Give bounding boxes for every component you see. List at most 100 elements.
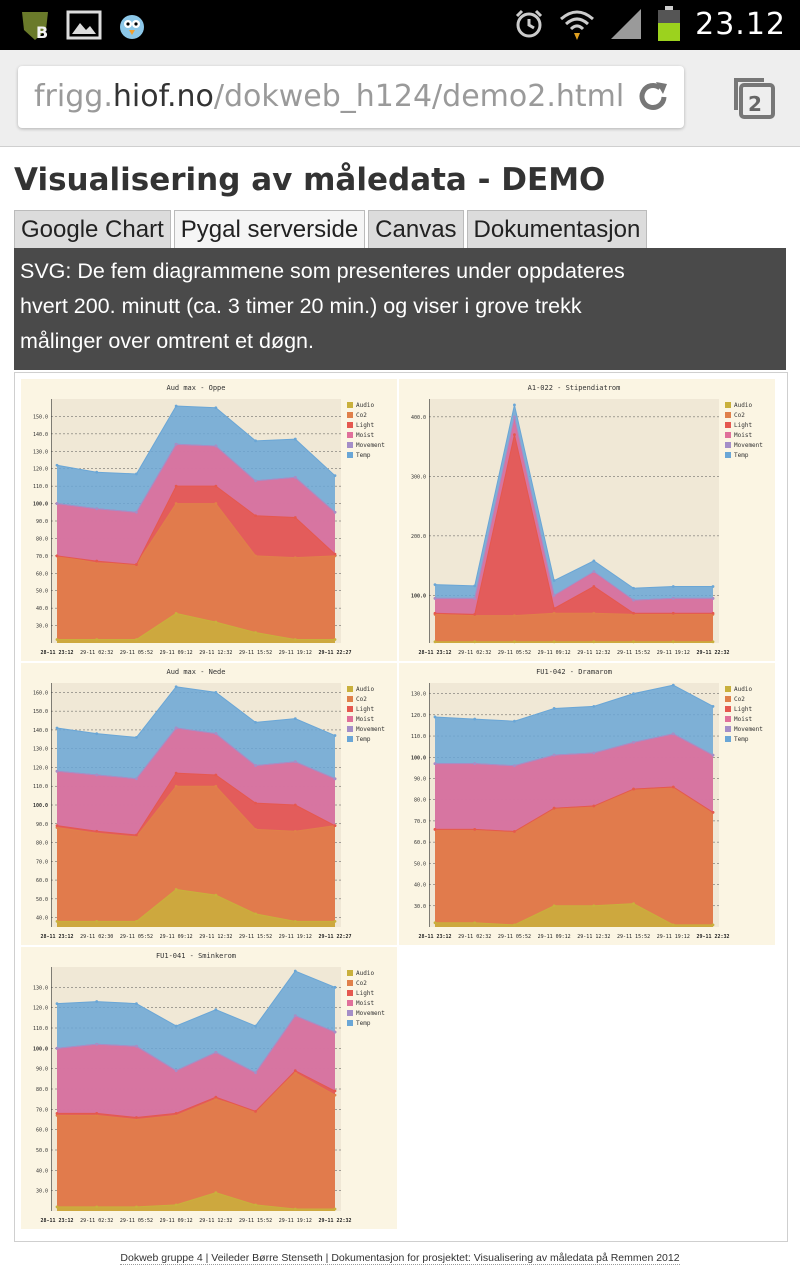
point-audio (214, 893, 218, 897)
x-tick-label: 29-11 22:32 (318, 1218, 351, 1224)
legend-label: Movement (734, 726, 763, 733)
legend-swatch (725, 696, 731, 702)
info-line-3: målinger over omtrent et døgn. (20, 329, 314, 353)
y-tick-label: 30.0 (414, 904, 426, 910)
line-movement (56, 727, 336, 780)
point-temp (174, 404, 178, 408)
point-light (293, 803, 297, 807)
point-audio (473, 921, 477, 925)
x-tick-label: 29-11 09:12 (538, 650, 571, 656)
legend-swatch (347, 1010, 353, 1016)
point-audio (513, 923, 516, 927)
legend-swatch (347, 432, 353, 438)
point-light (513, 830, 516, 833)
point-movement (135, 510, 138, 514)
point-movement (55, 769, 59, 773)
point-movement (214, 732, 218, 736)
y-tick-label: 120.0 (33, 1006, 48, 1012)
point-temp (711, 704, 715, 708)
point-audio (55, 919, 59, 923)
legend-label: Light (734, 422, 752, 429)
legend-label: Moist (356, 1000, 374, 1007)
point-co2 (174, 502, 178, 505)
point-temp (333, 734, 337, 737)
signal-icon (611, 9, 642, 39)
tab-pygal-serverside[interactable]: Pygal serverside (173, 210, 366, 249)
battery-icon (658, 6, 681, 41)
point-audio (333, 1207, 337, 1211)
point-audio (671, 923, 675, 927)
tab-dokumentasjon[interactable]: Dokumentasjon (466, 210, 648, 249)
x-tick-label: 29-11 19:12 (279, 650, 312, 656)
x-tick-label: 29-11 02:32 (458, 650, 491, 656)
y-tick-label: 70.0 (36, 554, 48, 560)
legend-label: Moist (356, 432, 374, 439)
legend-swatch (347, 726, 353, 732)
point-co2 (293, 556, 297, 559)
tabs-icon (734, 78, 775, 119)
legend-label: Movement (356, 1010, 385, 1017)
legend-label: Light (734, 706, 752, 713)
line-audio (435, 903, 713, 926)
line-light (56, 485, 336, 566)
url-text[interactable]: frigg.hiof.no/dokweb_h124/demo2.html (34, 79, 624, 114)
point-movement (174, 726, 178, 730)
point-temp (174, 1024, 178, 1028)
x-tick-label: 29-11 12:32 (199, 934, 232, 940)
area-co2 (435, 786, 713, 927)
point-movement (513, 764, 516, 768)
point-movement (632, 598, 635, 602)
point-co2 (174, 784, 178, 788)
legend-swatch (347, 402, 353, 408)
point-light (214, 484, 218, 488)
legend-label: Audio (734, 686, 752, 693)
x-tick-label: 29-11 12:32 (577, 650, 610, 656)
legend-label: Light (356, 706, 374, 713)
point-temp (254, 439, 257, 443)
point-audio (671, 640, 675, 644)
point-temp (592, 704, 596, 708)
url-bar[interactable]: frigg.hiof.no/dokweb_h124/demo2.html (18, 66, 684, 128)
point-light (254, 1109, 257, 1113)
legend-label: Audio (734, 402, 752, 409)
point-audio (293, 919, 297, 923)
point-co2 (95, 1114, 99, 1117)
point-temp (135, 1002, 138, 1005)
point-audio (293, 1207, 297, 1211)
tabs-button[interactable]: 2 (728, 72, 776, 120)
y-tick-label: 90.0 (36, 519, 48, 525)
reload-icon[interactable] (634, 78, 672, 116)
point-movement (711, 596, 715, 600)
legend-swatch (725, 442, 731, 448)
charts-frame: Aud max - Oppe 30.0 40.0 50.0 60.0 70.0 80.0 90… (14, 372, 788, 1242)
y-tick-label: 100.0 (33, 502, 48, 508)
point-light (632, 787, 635, 791)
tab-canvas[interactable]: Canvas (368, 210, 464, 249)
legend-swatch (347, 696, 353, 702)
point-audio (135, 919, 138, 923)
wifi-icon (560, 10, 595, 40)
y-tick-label: 50.0 (414, 861, 426, 867)
legend-label: Moist (734, 716, 752, 723)
point-co2 (55, 1114, 59, 1117)
chart-svg-4: FU1-041 - Sminkerom 30.0 40.0 50.0 60.0 70.0 8… (33, 952, 385, 1224)
chart-a1-022-stipendiatrom: A1-022 - Stipendiatrom 100.0 200.0 300.0 400… (399, 379, 775, 661)
line-temp (434, 684, 714, 722)
y-tick-label: 160.0 (33, 690, 48, 696)
x-tick-label: 29-11 22:27 (318, 650, 351, 656)
point-audio (95, 1205, 99, 1209)
y-tick-label: 60.0 (36, 878, 48, 884)
point-co2 (513, 614, 516, 618)
y-tick-label: 110.0 (33, 484, 48, 490)
x-tick-label: 29-11 22:27 (318, 934, 351, 940)
point-movement (135, 1044, 138, 1048)
x-tick-label: 29-11 19:12 (279, 934, 312, 940)
point-temp (433, 715, 437, 719)
chart-svg-3: FU1-042 - Dramarom 30.0 40.0 50.0 60.0 70.0 80… (411, 668, 763, 940)
y-tick-label: 50.0 (36, 1148, 48, 1154)
legend-swatch (725, 706, 731, 712)
tab-google-chart[interactable]: Google Chart (14, 210, 171, 249)
page-title: Visualisering av måledata - DEMO (14, 162, 606, 198)
chart-title: Aud max - Oppe (166, 384, 225, 392)
legend-swatch (725, 726, 731, 732)
